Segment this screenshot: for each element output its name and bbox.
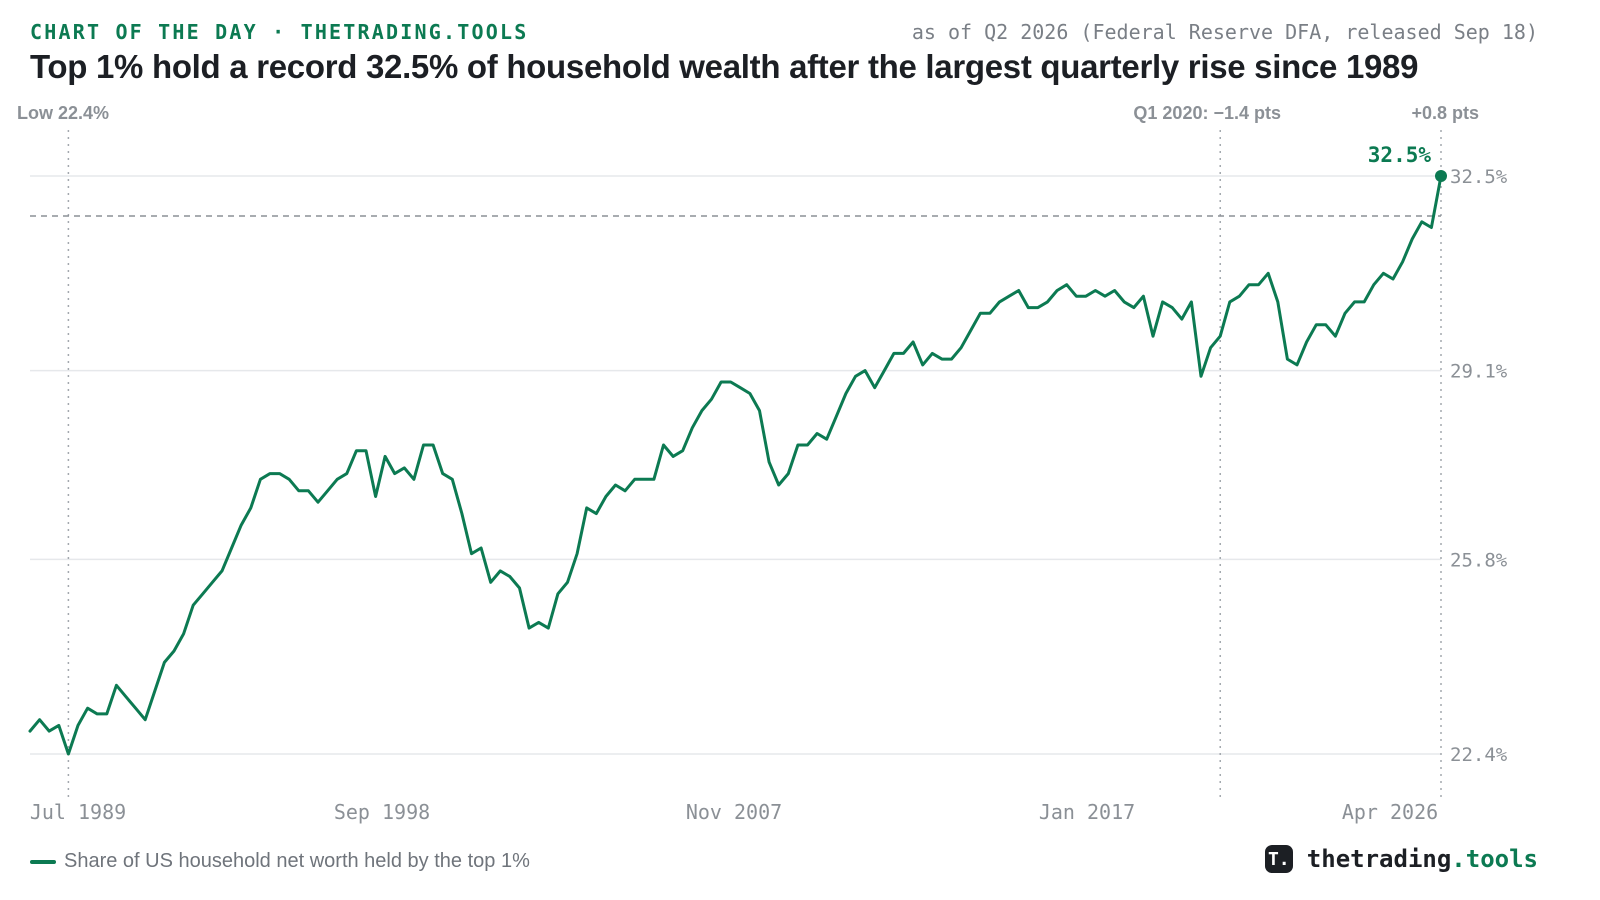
chart-kicker: CHART OF THE DAY · THETRADING.TOOLS: [30, 20, 529, 44]
brand-footer[interactable]: T. thetrading.tools: [1264, 845, 1538, 873]
legend: Share of US household net worth held by …: [30, 850, 530, 873]
x-tick-label: Apr 2026: [1342, 800, 1438, 824]
annotation-low: Low 22.4%: [17, 103, 109, 123]
y-tick-label: 25.8%: [1450, 549, 1508, 571]
brand-logo-icon: T.: [1264, 845, 1293, 873]
chart-title: Top 1% hold a record 32.5% of household …: [30, 48, 1419, 85]
end-point-marker: [1435, 170, 1447, 182]
x-tick-label: Jan 2017: [1039, 800, 1135, 824]
annotation-covid-drop: Q1 2020: −1.4 pts: [1133, 103, 1281, 123]
x-tick-label: Sep 1998: [334, 800, 430, 824]
brand-name-main: thetrading: [1306, 845, 1452, 873]
series-line-top1-share: [28, 174, 1443, 756]
x-axis-ticks: Jul 1989 Sep 1998 Nov 2007 Jan 2017 Apr 2026: [30, 800, 1438, 824]
end-value-label: 32.5%: [1368, 143, 1432, 167]
x-tick-label: Nov 2007: [686, 800, 782, 824]
y-axis-ticks: 32.5% 29.1% 25.8% 22.4%: [1450, 166, 1508, 766]
brand-name: thetrading.tools: [1307, 845, 1538, 873]
y-tick-label: 22.4%: [1450, 744, 1508, 766]
legend-label: Share of US household net worth held by …: [64, 850, 530, 872]
x-tick-label: Jul 1989: [30, 800, 126, 824]
annotation-lines: [67, 130, 1442, 800]
gridlines: [30, 175, 1441, 755]
as-of-note: as of Q2 2026 (Federal Reserve DFA, rele…: [911, 20, 1538, 44]
y-tick-label: 29.1%: [1450, 361, 1508, 383]
brand-name-tld: .tools: [1451, 845, 1538, 873]
y-tick-label: 32.5%: [1450, 166, 1508, 188]
legend-swatch: [30, 859, 56, 864]
annotation-latest-rise: +0.8 pts: [1411, 103, 1479, 123]
